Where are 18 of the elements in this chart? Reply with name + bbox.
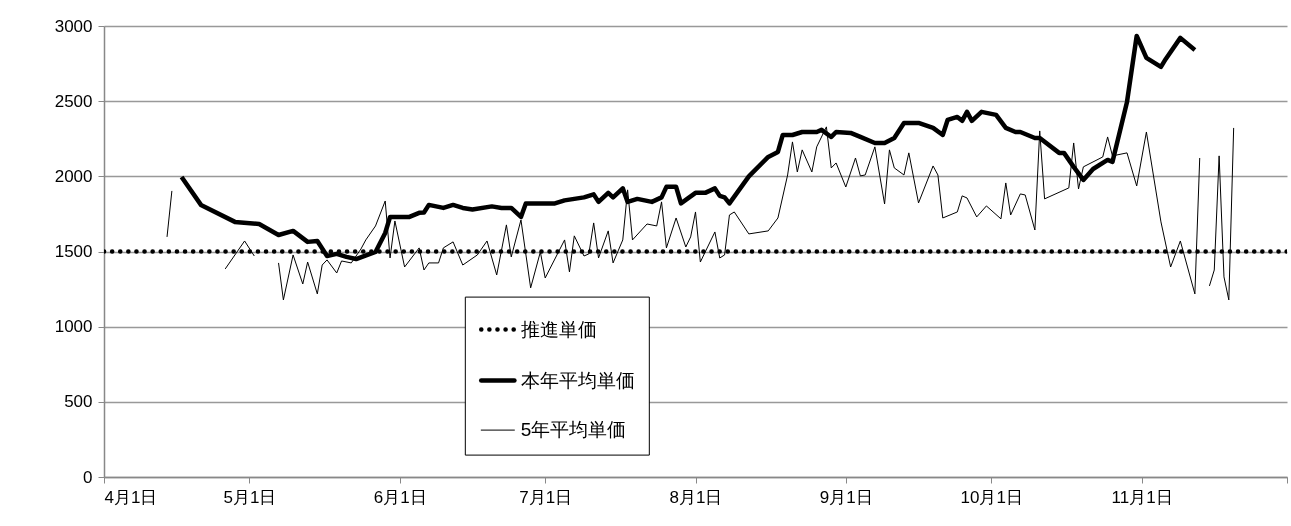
y-tick-label: 2500 [54, 91, 93, 111]
y-tick-label: 1000 [54, 317, 93, 337]
x-tick-label: 4月1日 [104, 487, 158, 507]
legend-label: 5年平均単価 [520, 419, 627, 441]
x-tick-label: 6月1日 [373, 487, 427, 507]
x-tick-label: 5月1日 [223, 487, 277, 507]
legend-label: 本年平均単価 [520, 369, 635, 391]
x-tick-label: 11月1日 [1111, 487, 1173, 507]
y-tick-label: 500 [64, 392, 93, 412]
y-tick-label: 3000 [54, 16, 93, 36]
x-tick-label: 10月1日 [960, 487, 1023, 507]
x-tick-label: 8月1日 [669, 487, 723, 507]
y-tick-label: 1500 [54, 242, 93, 261]
x-tick-label: 9月1日 [819, 487, 873, 507]
x-tick-label: 7月1日 [519, 487, 573, 507]
y-tick-label: 0 [83, 467, 93, 487]
legend-label: 推進単価 [520, 318, 597, 340]
y-tick-label: 2000 [54, 166, 93, 186]
